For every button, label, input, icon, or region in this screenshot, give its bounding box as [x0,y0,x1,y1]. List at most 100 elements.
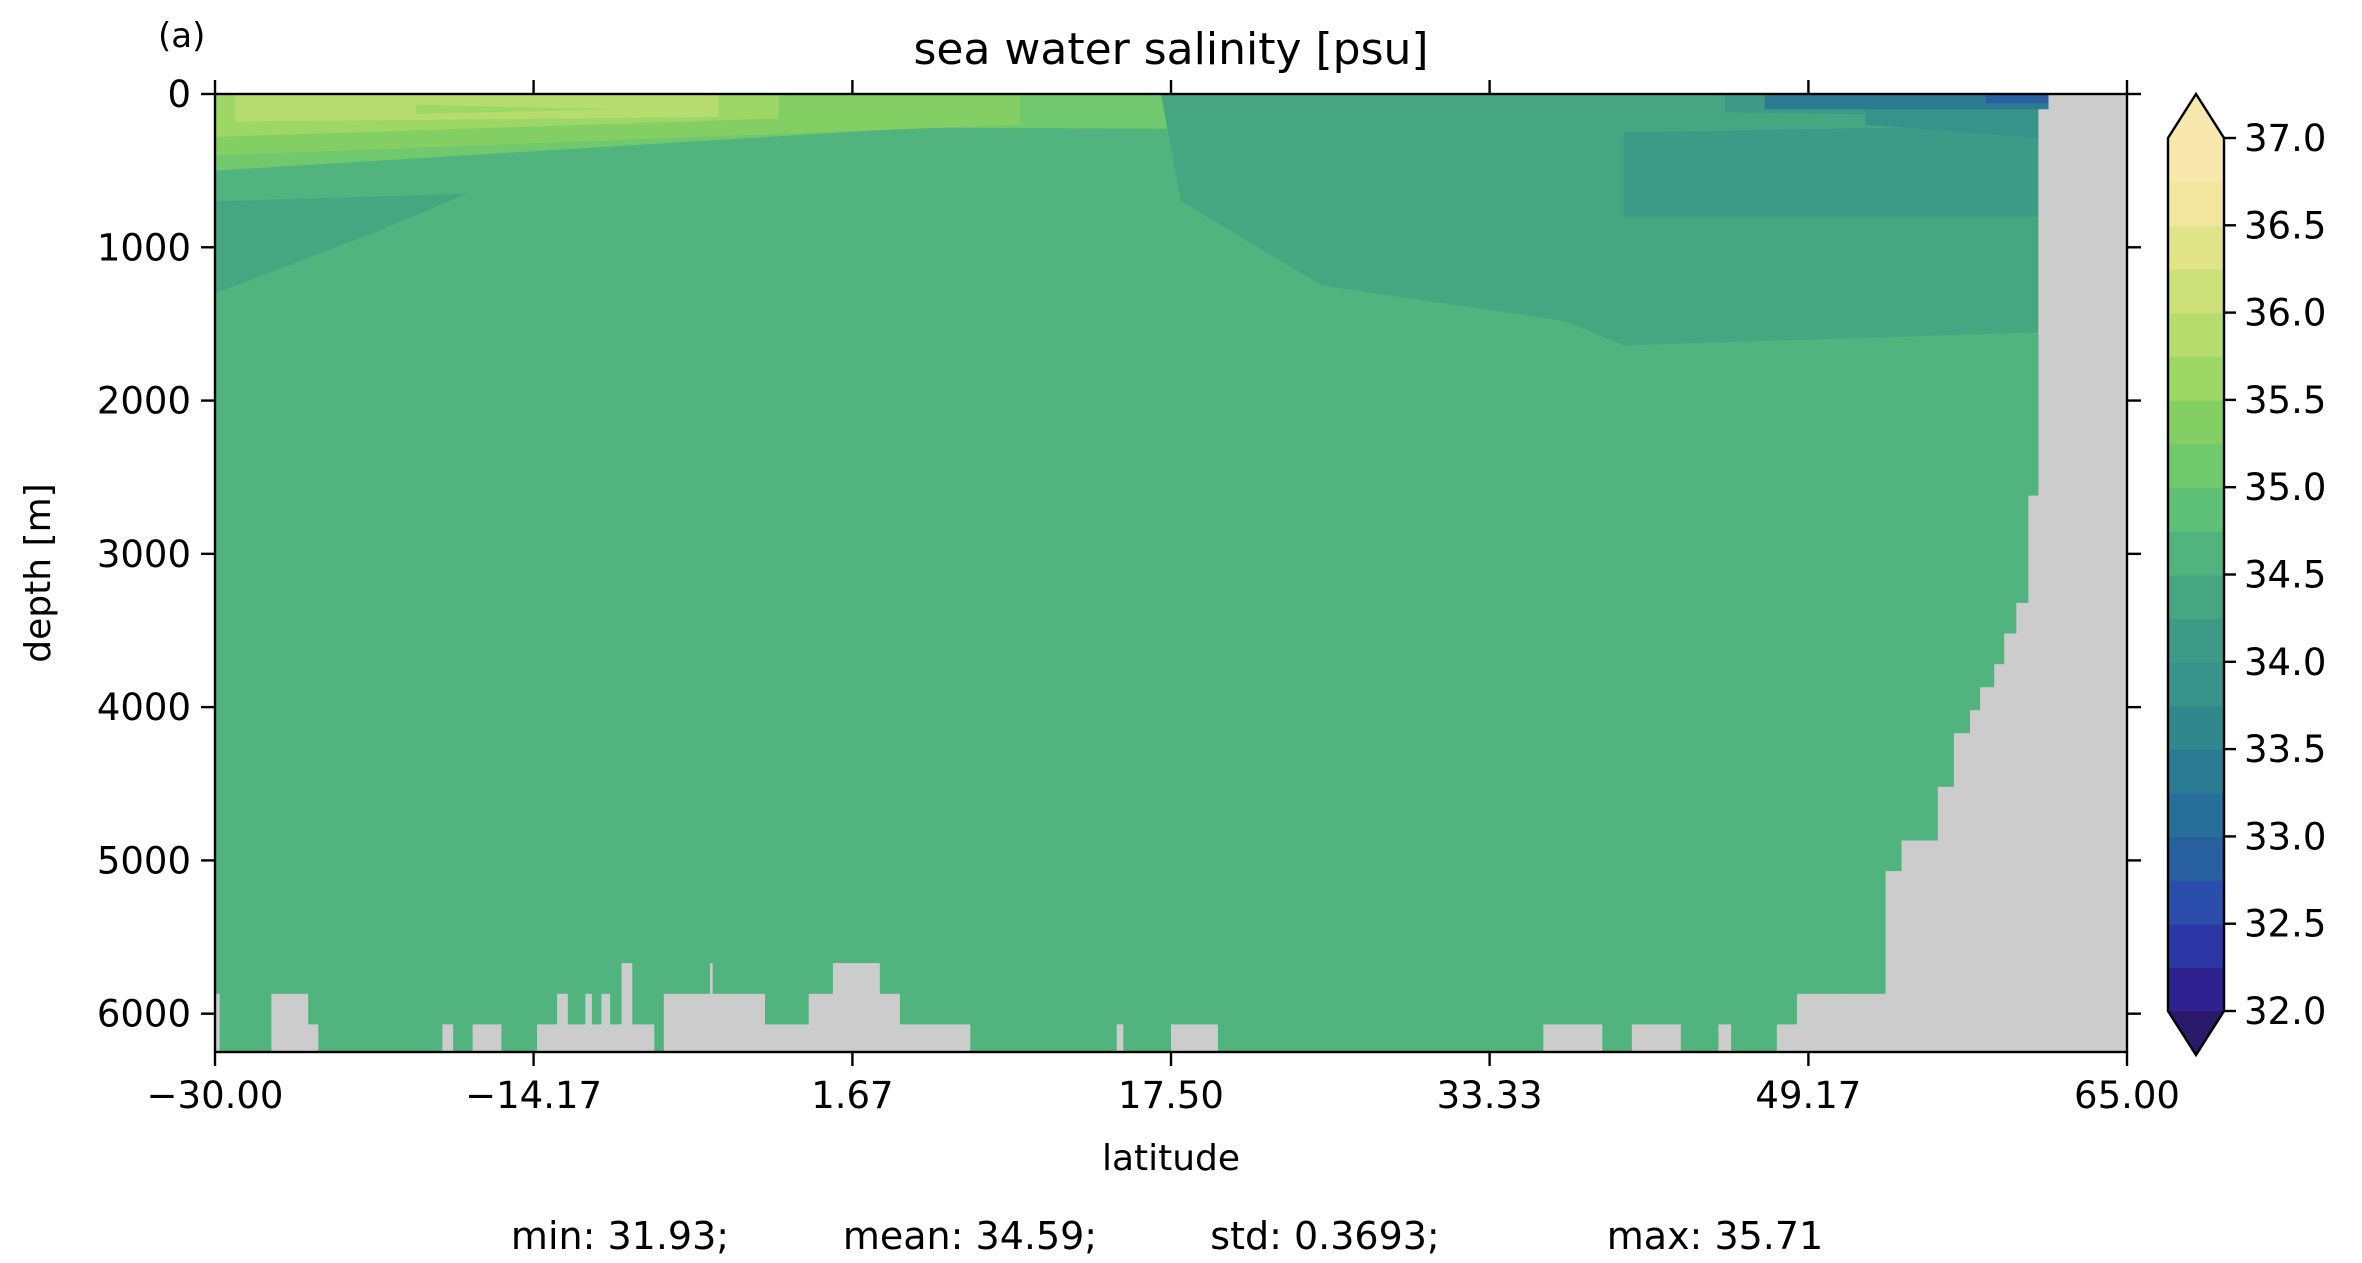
colorbar-tick-label: 32.5 [2244,903,2326,946]
land-bar [832,963,856,1052]
colorbar-swatch [2168,181,2224,227]
land-bar [442,1024,454,1052]
colorbar: 32.0 32.5 33.0 33.5 34.0 34.5 35.0 35.5 36.0 36.5… [2166,91,2326,1058]
stat-std: std: 0.3693; [1210,1214,1439,1258]
salinity-contour-layers [215,94,2067,346]
land-bar [621,963,633,1052]
colorbar-swatch [2168,356,2224,401]
y-axis: 0 1000 2000 3000 4000 5000 6000 [97,73,2141,1036]
x-tick-label: 65.00 [2074,1074,2180,1117]
land-bar [2038,109,2050,1052]
x-tick-label: 17.50 [1118,1074,1224,1117]
land-bar [1543,1024,1603,1052]
land-bar [537,1024,558,1052]
land-bar [1796,993,1844,1052]
colorbar-swatch [2168,923,2224,969]
y-tick-label: 5000 [97,839,191,882]
land-bar [1970,710,1981,1052]
land-bar [1843,993,1887,1052]
colorbar-swatch [2168,967,2224,1012]
land-bar [1953,733,1971,1052]
colorbar-tick-label: 35.0 [2244,466,2326,509]
colorbar-swatch [2168,574,2224,619]
land-bar [557,993,568,1052]
x-tick-label: 1.67 [811,1074,893,1117]
land-bar [710,963,713,1052]
land-bar [1718,1024,1732,1052]
salinity-layer [1764,94,2057,110]
stat-max: max: 35.71 [1607,1214,1823,1258]
colorbar-swatch [2168,138,2224,183]
colorbar-tick-label: 34.0 [2244,641,2326,684]
colorbar-swatch [2168,269,2224,314]
colorbar-tick-label: 36.0 [2244,292,2326,335]
land-bar [591,1024,603,1052]
salinity-layer [416,104,618,114]
colorbar-swatch [2168,749,2224,794]
x-axis-label: latitude [1102,1138,1240,1179]
y-tick-label: 0 [167,73,191,116]
land-bar [2016,602,2029,1052]
land-bar [2048,94,2127,1052]
y-tick-label: 2000 [97,380,191,423]
land-bar [879,993,900,1052]
land-bar [1631,1024,1681,1052]
chart-title: sea water salinity [psu] [913,24,1428,75]
land-bar [307,1024,319,1052]
land-bar [2028,495,2040,1052]
land-bar [764,1024,810,1052]
land-bar [631,1024,655,1052]
colorbar-swatch [2168,312,2224,358]
land-mask [215,94,2127,1052]
colorbar-swatch [2168,225,2224,270]
colorbar-swatch [2168,443,2224,488]
colorbar-tick-label: 37.0 [2244,117,2326,160]
land-bar [601,993,611,1052]
salinity-layer [1986,94,2057,104]
colorbar-tick-label: 36.5 [2244,204,2326,247]
salinity-layer [1623,124,2067,217]
y-axis-label: depth [m] [18,483,59,662]
land-bar [609,1024,623,1052]
land-bar [808,993,834,1052]
x-tick-label: 49.17 [1755,1074,1861,1117]
land-bar [1901,840,1939,1052]
land-bar [215,993,220,1052]
land-bar [1937,786,1955,1052]
colorbar-tick-label: 32.0 [2244,990,2326,1033]
colorbar-swatch [2168,792,2224,838]
land-bar [1885,871,1903,1052]
colorbar-swatch [2168,487,2224,532]
y-tick-label: 3000 [97,533,191,576]
panel-label: (a) [158,16,205,56]
colorbar-extend-min [2168,1011,2224,1055]
land-bar [271,993,309,1052]
land-bar [663,993,711,1052]
land-bar [1776,1024,1798,1052]
x-tick-label: −30.00 [147,1074,284,1117]
colorbar-swatch [2168,880,2224,925]
colorbar-swatch [2168,618,2224,663]
colorbar-tick-label: 33.5 [2244,728,2326,771]
colorbar-tick-label: 34.5 [2244,554,2326,597]
y-tick-label: 6000 [97,993,191,1036]
x-tick-label: 33.33 [1437,1074,1543,1117]
colorbar-tick-label: 33.0 [2244,815,2326,858]
x-axis: −30.00 −14.17 1.67 17.50 33.33 49.17 65.00 [147,80,2180,1117]
colorbar-swatch [2168,705,2224,750]
colorbar-extend-max [2168,94,2224,138]
land-bar [585,993,592,1052]
land-bar [899,1024,971,1052]
colorbar-tick-label: 35.5 [2244,379,2326,422]
plot-area [215,94,2127,1052]
land-bar [2004,633,2017,1052]
colorbar-swatch [2168,836,2224,881]
land-bar [1116,1024,1124,1052]
land-bar [1171,1024,1218,1052]
y-tick-label: 1000 [97,226,191,269]
stat-min: min: 31.93; [511,1214,729,1258]
y-tick-label: 4000 [97,686,191,729]
colorbar-swatch [2168,530,2224,576]
colorbar-swatch [2168,399,2224,445]
